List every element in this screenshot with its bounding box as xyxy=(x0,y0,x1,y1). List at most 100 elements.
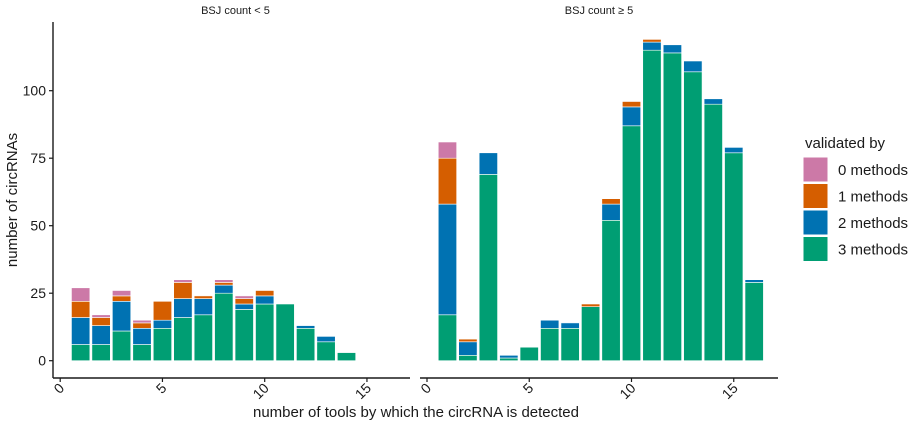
bar-segment xyxy=(255,303,275,362)
bar-segment xyxy=(234,303,254,310)
bar-segment xyxy=(336,352,357,362)
bar-segment xyxy=(621,125,642,361)
bar-segment xyxy=(173,298,193,318)
bar-segment xyxy=(458,341,478,356)
x-tick-label: 0 xyxy=(50,380,67,397)
x-tick-label: 15 xyxy=(719,380,741,402)
bar-segment xyxy=(437,203,457,316)
bar-segment xyxy=(540,327,560,361)
legend-label: 3 methods xyxy=(838,242,908,259)
bar-segment xyxy=(255,295,275,305)
bar-segment xyxy=(724,152,744,361)
y-tick-label: 100 xyxy=(23,83,47,99)
bar-segment xyxy=(71,317,91,345)
bar-segment xyxy=(601,220,621,361)
bar-segment xyxy=(621,101,642,108)
bar-segment xyxy=(112,330,132,362)
bar-segment xyxy=(581,303,601,308)
bar-segment xyxy=(642,39,662,43)
bar-segment xyxy=(112,295,132,302)
legend-swatch xyxy=(802,156,829,183)
legend-title: validated by xyxy=(805,135,886,152)
bar-segment xyxy=(91,317,111,326)
x-tick-label: 5 xyxy=(153,380,170,397)
x-tick-label: 5 xyxy=(520,380,537,397)
bar-segment xyxy=(478,152,498,175)
bar-segment xyxy=(275,303,295,362)
bar-segment xyxy=(71,300,91,318)
bar-segment xyxy=(744,279,764,283)
bar-segment xyxy=(71,344,91,362)
x-axis-title: number of tools by which the circRNA is … xyxy=(253,404,579,421)
bar-segment xyxy=(478,174,498,361)
y-tick-label: 75 xyxy=(30,150,46,166)
bar-segment xyxy=(173,279,193,283)
bar-segment xyxy=(214,282,234,286)
bar-segment xyxy=(499,357,519,362)
bar-segment xyxy=(601,198,621,205)
y-axis: 0 25 50 75 100 xyxy=(23,22,54,378)
bar-segment xyxy=(662,44,682,54)
bar-segment xyxy=(581,306,601,362)
bar-segment xyxy=(499,354,519,359)
bar-segment xyxy=(316,341,336,361)
bar-segment xyxy=(296,325,316,329)
bar-segment xyxy=(132,319,152,324)
bar-segment xyxy=(560,322,580,329)
bar-segment xyxy=(683,71,703,361)
bar-segment xyxy=(91,325,111,345)
panel-title: BSJ count < 5 xyxy=(201,5,270,17)
bar-segment xyxy=(662,52,682,361)
panel-2: BSJ count ≥ 5 0 5 10 15 xyxy=(417,5,778,402)
bar-segment xyxy=(152,319,172,329)
bar-segment xyxy=(458,354,478,361)
bar-segment xyxy=(173,282,193,299)
bar-segment xyxy=(519,346,539,362)
bar-segment xyxy=(255,290,275,297)
bar-segment xyxy=(437,157,457,205)
legend-swatch xyxy=(802,236,829,262)
legend-label: 1 methods xyxy=(838,189,908,206)
x-tick-label: 15 xyxy=(352,380,374,402)
bar-segment xyxy=(91,314,111,318)
bar-segment xyxy=(296,327,316,361)
bar-segment xyxy=(642,41,662,51)
bar-segment xyxy=(724,147,744,154)
bar-segment xyxy=(214,292,234,362)
bar-segment xyxy=(132,322,152,329)
bar-segment xyxy=(316,336,336,343)
bar-segment xyxy=(601,203,621,221)
legend-swatch xyxy=(802,183,829,209)
bar-segment xyxy=(234,309,254,361)
bar-segment xyxy=(560,327,580,361)
legend-label: 2 methods xyxy=(838,215,908,232)
bar-segment xyxy=(152,300,172,321)
bar-segment xyxy=(112,290,132,297)
bar-segment xyxy=(703,103,723,361)
legend-swatch xyxy=(802,209,829,236)
x-tick-label: 10 xyxy=(249,380,271,402)
panels: BSJ count < 5 0 5 10 15 BSJ count ≥ 5 0 5 10 15 xyxy=(50,5,778,402)
y-axis-title: number of circRNAs xyxy=(4,133,21,267)
x-tick-label: 0 xyxy=(417,380,434,397)
bar-segment xyxy=(744,282,764,361)
panel-title: BSJ count ≥ 5 xyxy=(565,5,633,17)
bar-segment xyxy=(683,60,703,73)
x-tick-label: 10 xyxy=(616,380,638,402)
bar-segment xyxy=(437,314,457,361)
y-tick-label: 25 xyxy=(30,285,46,301)
bar-segment xyxy=(703,98,723,105)
bar-segment xyxy=(132,327,152,345)
bar-segment xyxy=(540,319,560,329)
y-tick-label: 0 xyxy=(38,353,46,369)
y-tick-label: 50 xyxy=(30,218,46,234)
bar-segment xyxy=(437,141,457,159)
bar-segment xyxy=(152,327,172,361)
bar-segment xyxy=(214,284,234,294)
legend: validated by 0 methods 1 methods 2 methods… xyxy=(802,135,908,262)
bar-segment xyxy=(193,298,213,316)
bar-segment xyxy=(234,298,254,305)
bar-segment xyxy=(193,314,213,361)
bar-segment xyxy=(112,300,132,332)
